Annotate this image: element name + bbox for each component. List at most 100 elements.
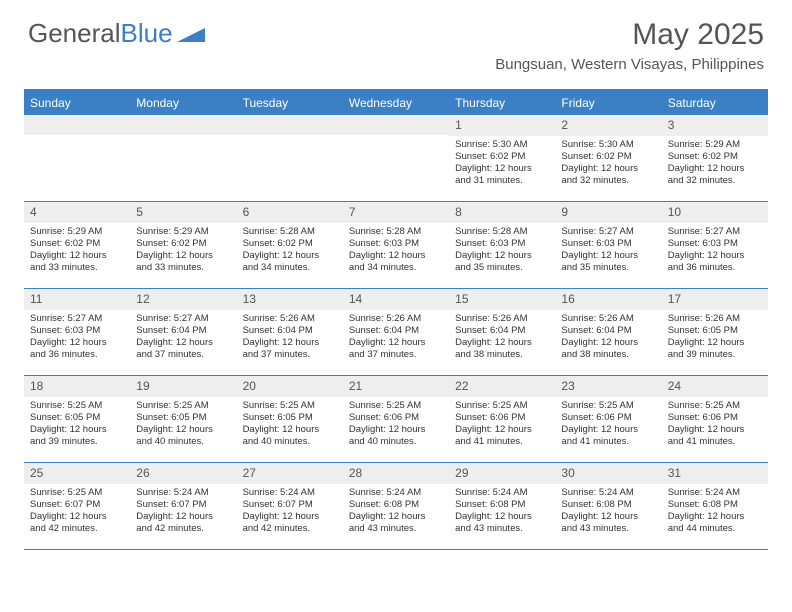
sunrise-text: Sunrise: 5:27 AM <box>668 226 762 238</box>
sunset-text: Sunset: 6:02 PM <box>455 151 549 163</box>
day-number <box>130 115 236 135</box>
daylight-text: Daylight: 12 hours and 32 minutes. <box>668 163 762 187</box>
day-cell <box>237 115 343 201</box>
sunrise-text: Sunrise: 5:30 AM <box>561 139 655 151</box>
day-number: 20 <box>237 376 343 397</box>
day-body: Sunrise: 5:25 AMSunset: 6:07 PMDaylight:… <box>24 484 130 539</box>
day-cell: 8Sunrise: 5:28 AMSunset: 6:03 PMDaylight… <box>449 202 555 288</box>
day-body: Sunrise: 5:27 AMSunset: 6:03 PMDaylight:… <box>555 223 661 278</box>
daylight-text: Daylight: 12 hours and 34 minutes. <box>243 250 337 274</box>
daylight-text: Daylight: 12 hours and 36 minutes. <box>668 250 762 274</box>
sunrise-text: Sunrise: 5:27 AM <box>30 313 124 325</box>
month-title: May 2025 <box>495 18 764 52</box>
sunset-text: Sunset: 6:02 PM <box>136 238 230 250</box>
header: GeneralBlue May 2025 Bungsuan, Western V… <box>0 0 792 81</box>
day-cell: 19Sunrise: 5:25 AMSunset: 6:05 PMDayligh… <box>130 376 236 462</box>
sunrise-text: Sunrise: 5:28 AM <box>455 226 549 238</box>
day-number: 17 <box>662 289 768 310</box>
day-number: 31 <box>662 463 768 484</box>
daylight-text: Daylight: 12 hours and 42 minutes. <box>136 511 230 535</box>
day-number <box>237 115 343 135</box>
day-body <box>343 135 449 142</box>
sunrise-text: Sunrise: 5:26 AM <box>561 313 655 325</box>
sunrise-text: Sunrise: 5:26 AM <box>668 313 762 325</box>
day-body: Sunrise: 5:29 AMSunset: 6:02 PMDaylight:… <box>24 223 130 278</box>
sunrise-text: Sunrise: 5:29 AM <box>30 226 124 238</box>
sunrise-text: Sunrise: 5:24 AM <box>561 487 655 499</box>
daylight-text: Daylight: 12 hours and 44 minutes. <box>668 511 762 535</box>
day-cell: 29Sunrise: 5:24 AMSunset: 6:08 PMDayligh… <box>449 463 555 549</box>
day-body: Sunrise: 5:24 AMSunset: 6:08 PMDaylight:… <box>449 484 555 539</box>
sunset-text: Sunset: 6:03 PM <box>455 238 549 250</box>
sunrise-text: Sunrise: 5:27 AM <box>136 313 230 325</box>
sunrise-text: Sunrise: 5:29 AM <box>668 139 762 151</box>
daylight-text: Daylight: 12 hours and 41 minutes. <box>455 424 549 448</box>
day-number: 16 <box>555 289 661 310</box>
day-cell: 30Sunrise: 5:24 AMSunset: 6:08 PMDayligh… <box>555 463 661 549</box>
sunrise-text: Sunrise: 5:25 AM <box>30 400 124 412</box>
daylight-text: Daylight: 12 hours and 42 minutes. <box>243 511 337 535</box>
day-cell: 6Sunrise: 5:28 AMSunset: 6:02 PMDaylight… <box>237 202 343 288</box>
sunset-text: Sunset: 6:04 PM <box>136 325 230 337</box>
day-body: Sunrise: 5:25 AMSunset: 6:06 PMDaylight:… <box>343 397 449 452</box>
sunset-text: Sunset: 6:04 PM <box>349 325 443 337</box>
day-body: Sunrise: 5:30 AMSunset: 6:02 PMDaylight:… <box>449 136 555 191</box>
day-body: Sunrise: 5:28 AMSunset: 6:03 PMDaylight:… <box>449 223 555 278</box>
week-row: 11Sunrise: 5:27 AMSunset: 6:03 PMDayligh… <box>24 289 768 376</box>
week-row: 25Sunrise: 5:25 AMSunset: 6:07 PMDayligh… <box>24 463 768 550</box>
sunrise-text: Sunrise: 5:25 AM <box>668 400 762 412</box>
day-cell: 10Sunrise: 5:27 AMSunset: 6:03 PMDayligh… <box>662 202 768 288</box>
sunset-text: Sunset: 6:05 PM <box>30 412 124 424</box>
sunrise-text: Sunrise: 5:28 AM <box>243 226 337 238</box>
day-number: 5 <box>130 202 236 223</box>
day-cell: 2Sunrise: 5:30 AMSunset: 6:02 PMDaylight… <box>555 115 661 201</box>
sunrise-text: Sunrise: 5:24 AM <box>455 487 549 499</box>
day-body: Sunrise: 5:29 AMSunset: 6:02 PMDaylight:… <box>130 223 236 278</box>
day-cell: 9Sunrise: 5:27 AMSunset: 6:03 PMDaylight… <box>555 202 661 288</box>
daylight-text: Daylight: 12 hours and 37 minutes. <box>349 337 443 361</box>
day-body: Sunrise: 5:24 AMSunset: 6:08 PMDaylight:… <box>343 484 449 539</box>
day-cell: 18Sunrise: 5:25 AMSunset: 6:05 PMDayligh… <box>24 376 130 462</box>
day-body: Sunrise: 5:26 AMSunset: 6:05 PMDaylight:… <box>662 310 768 365</box>
sunset-text: Sunset: 6:04 PM <box>455 325 549 337</box>
day-body: Sunrise: 5:24 AMSunset: 6:08 PMDaylight:… <box>662 484 768 539</box>
day-body: Sunrise: 5:27 AMSunset: 6:03 PMDaylight:… <box>662 223 768 278</box>
sunrise-text: Sunrise: 5:25 AM <box>455 400 549 412</box>
day-number: 1 <box>449 115 555 136</box>
day-number: 29 <box>449 463 555 484</box>
day-number: 30 <box>555 463 661 484</box>
daylight-text: Daylight: 12 hours and 43 minutes. <box>455 511 549 535</box>
day-header-thu: Thursday <box>449 91 555 115</box>
day-number: 25 <box>24 463 130 484</box>
sunrise-text: Sunrise: 5:27 AM <box>561 226 655 238</box>
day-body: Sunrise: 5:30 AMSunset: 6:02 PMDaylight:… <box>555 136 661 191</box>
sunset-text: Sunset: 6:03 PM <box>561 238 655 250</box>
daylight-text: Daylight: 12 hours and 41 minutes. <box>668 424 762 448</box>
day-number: 14 <box>343 289 449 310</box>
day-cell: 24Sunrise: 5:25 AMSunset: 6:06 PMDayligh… <box>662 376 768 462</box>
location-label: Bungsuan, Western Visayas, Philippines <box>495 56 764 73</box>
logo-text-2: Blue <box>121 18 173 49</box>
day-cell: 15Sunrise: 5:26 AMSunset: 6:04 PMDayligh… <box>449 289 555 375</box>
sunrise-text: Sunrise: 5:30 AM <box>455 139 549 151</box>
logo: GeneralBlue <box>28 18 205 49</box>
day-cell <box>343 115 449 201</box>
week-row: 1Sunrise: 5:30 AMSunset: 6:02 PMDaylight… <box>24 115 768 202</box>
daylight-text: Daylight: 12 hours and 40 minutes. <box>243 424 337 448</box>
daylight-text: Daylight: 12 hours and 41 minutes. <box>561 424 655 448</box>
day-number: 12 <box>130 289 236 310</box>
sunrise-text: Sunrise: 5:28 AM <box>349 226 443 238</box>
daylight-text: Daylight: 12 hours and 31 minutes. <box>455 163 549 187</box>
daylight-text: Daylight: 12 hours and 42 minutes. <box>30 511 124 535</box>
sunset-text: Sunset: 6:04 PM <box>243 325 337 337</box>
day-number: 26 <box>130 463 236 484</box>
sunrise-text: Sunrise: 5:25 AM <box>243 400 337 412</box>
sunset-text: Sunset: 6:02 PM <box>30 238 124 250</box>
day-cell: 25Sunrise: 5:25 AMSunset: 6:07 PMDayligh… <box>24 463 130 549</box>
day-cell: 17Sunrise: 5:26 AMSunset: 6:05 PMDayligh… <box>662 289 768 375</box>
daylight-text: Daylight: 12 hours and 33 minutes. <box>30 250 124 274</box>
day-header-wed: Wednesday <box>343 91 449 115</box>
day-header-mon: Monday <box>130 91 236 115</box>
day-body: Sunrise: 5:25 AMSunset: 6:05 PMDaylight:… <box>237 397 343 452</box>
day-cell: 27Sunrise: 5:24 AMSunset: 6:07 PMDayligh… <box>237 463 343 549</box>
